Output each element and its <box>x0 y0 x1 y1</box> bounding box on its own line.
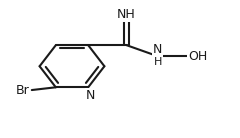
Text: H: H <box>154 57 162 67</box>
Text: N: N <box>153 43 162 56</box>
Text: NH: NH <box>117 8 136 21</box>
Text: OH: OH <box>188 50 207 63</box>
Text: N: N <box>86 89 95 102</box>
Text: Br: Br <box>16 83 29 97</box>
